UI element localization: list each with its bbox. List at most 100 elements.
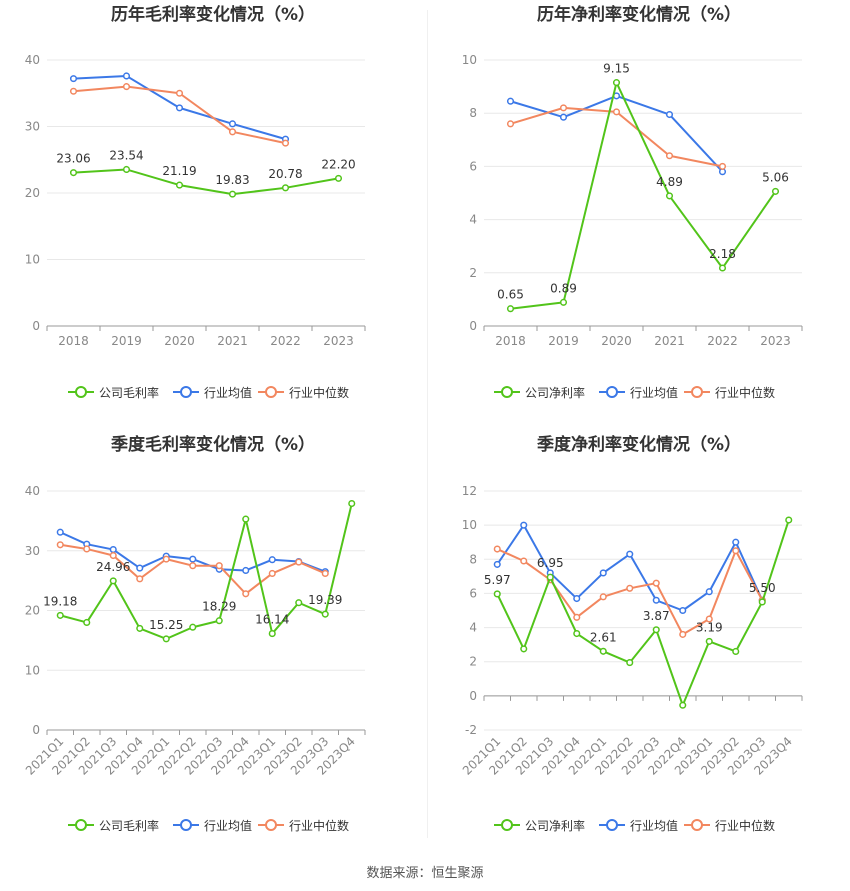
data-point [758, 598, 766, 606]
data-label: 20.78 [268, 167, 302, 181]
data-point [573, 629, 581, 638]
data-label: 5.06 [762, 170, 789, 184]
data-point [69, 75, 78, 83]
x-tick-label: 2023 [760, 334, 791, 348]
legend-label: 公司净利率 [525, 385, 585, 400]
data-point [599, 647, 607, 655]
x-tick-label: 2018 [495, 334, 526, 348]
data-point [506, 97, 515, 105]
data-label: 24.96 [96, 560, 130, 574]
data-point [56, 541, 64, 549]
data-point [771, 187, 780, 195]
y-tick-label: 20 [25, 604, 40, 618]
data-point [122, 72, 131, 80]
data-point [268, 630, 276, 638]
legend-label: 行业中位数 [289, 818, 349, 833]
data-point [493, 590, 501, 598]
legend-swatch-marker [501, 386, 513, 398]
legend-label: 行业中位数 [715, 818, 775, 833]
legend-label: 行业中位数 [715, 385, 775, 400]
y-tick-label: 4 [469, 621, 477, 635]
data-point [281, 184, 290, 192]
data-point [559, 104, 568, 112]
data-point [321, 610, 329, 618]
x-tick-label: 2021 [217, 334, 248, 348]
data-point [520, 521, 528, 529]
x-tick-label: 2023 [323, 334, 354, 348]
series-line-0 [59, 503, 353, 640]
data-point [56, 528, 64, 536]
legend-label: 行业均值 [204, 818, 252, 833]
data-point [189, 555, 197, 563]
data-point [573, 595, 581, 603]
data-label: 21.19 [162, 164, 196, 178]
data-point [268, 569, 276, 578]
data-point [559, 298, 568, 306]
y-tick-label: 30 [25, 544, 40, 558]
data-point [109, 546, 117, 554]
data-point [679, 630, 687, 638]
legend-swatch-marker [180, 819, 192, 831]
y-tick-label: 4 [469, 213, 477, 227]
data-point [626, 659, 634, 667]
data-point [612, 108, 621, 116]
y-tick-label: 6 [469, 159, 477, 173]
data-label: 19.39 [308, 593, 342, 607]
legend-swatch-marker [265, 386, 277, 398]
legend-label: 公司毛利率 [99, 818, 159, 833]
chart-panel-4: 季度净利率变化情况（%）-20246810122021Q12021Q22021Q… [460, 434, 803, 833]
data-point [122, 165, 131, 174]
data-label: 5.97 [484, 573, 511, 587]
y-tick-label: 0 [469, 689, 477, 703]
data-point [348, 499, 356, 508]
data-label: 15.25 [149, 618, 183, 632]
data-point [520, 645, 528, 653]
data-point [520, 557, 528, 565]
data-point [493, 545, 501, 553]
data-point [175, 104, 184, 112]
data-point [626, 550, 634, 558]
legend-swatch-marker [265, 819, 277, 831]
data-point [56, 611, 64, 619]
data-source-note: 数据来源：恒生聚源 [366, 866, 484, 881]
data-point [599, 569, 607, 577]
chart-title: 历年净利率变化情况（%） [537, 4, 741, 25]
legend-swatch-marker [606, 386, 618, 398]
legend-swatch-marker [691, 819, 703, 831]
data-point [215, 562, 223, 570]
data-point [718, 264, 727, 272]
y-tick-label: 40 [25, 53, 40, 67]
data-point [295, 599, 303, 607]
data-point [665, 110, 674, 119]
y-tick-label: 8 [469, 552, 477, 566]
data-point [705, 615, 713, 623]
data-label: 2.61 [590, 630, 617, 644]
data-point [136, 564, 144, 572]
data-label: 19.18 [43, 594, 77, 608]
data-label: 22.20 [321, 157, 355, 171]
data-point [242, 515, 250, 523]
data-label: 2.18 [709, 247, 736, 261]
data-point [732, 647, 740, 656]
x-tick-label: 2020 [164, 334, 195, 348]
data-point [321, 569, 329, 578]
legend-swatch-marker [606, 819, 618, 831]
data-point [732, 538, 740, 546]
data-point [705, 637, 713, 645]
y-tick-label: 20 [25, 186, 40, 200]
y-tick-label: 10 [25, 253, 40, 267]
panel-divider [427, 10, 428, 838]
data-point [665, 192, 674, 200]
data-label: 4.89 [656, 175, 683, 189]
y-tick-label: 10 [462, 518, 477, 532]
data-label: 16.14 [255, 613, 289, 627]
legend: 公司净利率 行业均值 行业中位数 [494, 385, 775, 400]
data-point [652, 626, 660, 634]
y-tick-label: 8 [469, 106, 477, 120]
y-tick-label: 0 [32, 723, 40, 737]
legend-swatch-marker [75, 819, 87, 831]
data-point [83, 618, 91, 627]
data-point [281, 139, 290, 147]
data-point [506, 305, 515, 313]
chart-title: 历年毛利率变化情况（%） [111, 4, 315, 25]
